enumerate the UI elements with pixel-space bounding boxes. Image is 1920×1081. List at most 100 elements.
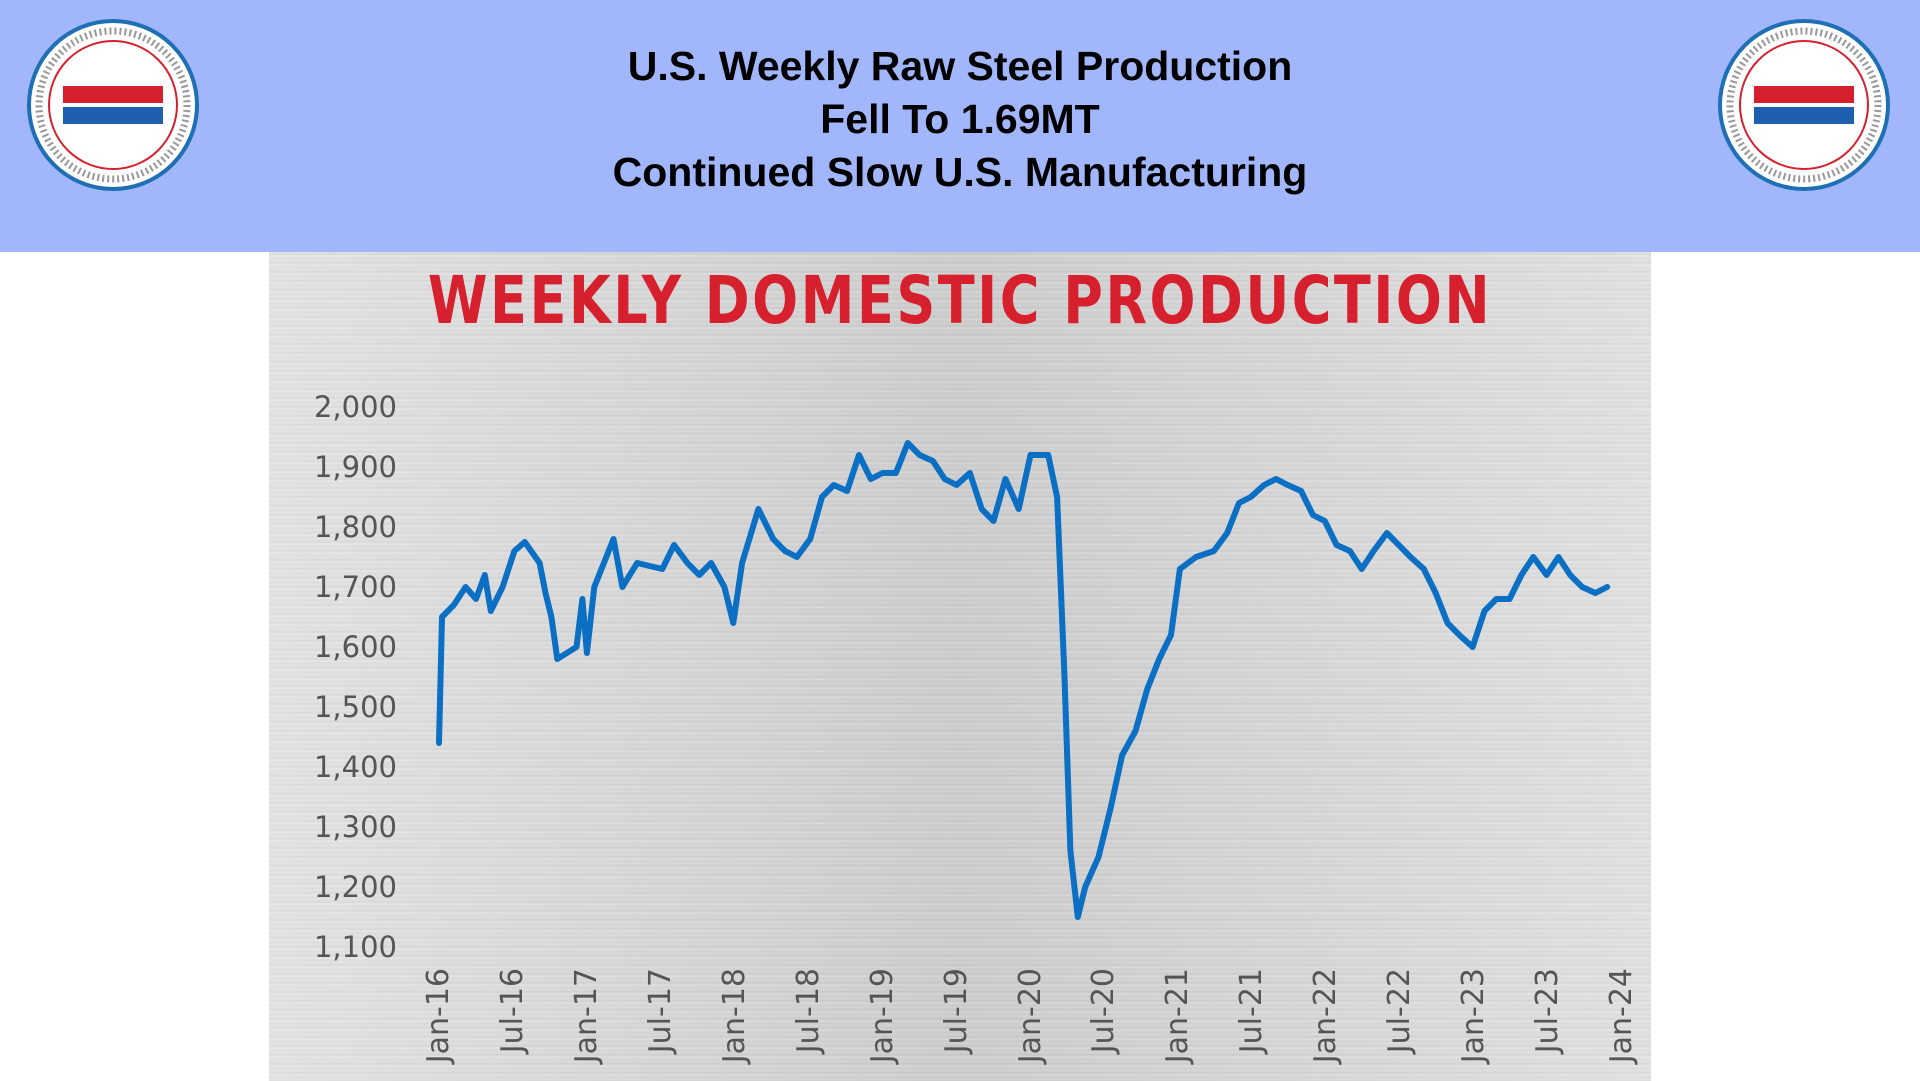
- x-tick-label: Jan-18: [716, 968, 752, 1064]
- data-point: [1398, 544, 1400, 546]
- data-point: [741, 562, 743, 564]
- data-point: [550, 616, 552, 618]
- data-point: [993, 520, 995, 522]
- data-point: [956, 484, 958, 486]
- data-point: [621, 586, 623, 588]
- data-point: [1435, 592, 1437, 594]
- data-point: [1447, 622, 1449, 624]
- data-point: [1423, 568, 1425, 570]
- data-point: [858, 454, 860, 456]
- y-tick-label: 1,800: [314, 510, 397, 544]
- data-point: [1018, 508, 1020, 510]
- data-point: [710, 562, 712, 564]
- x-tick-label: Jul-23: [1530, 968, 1566, 1054]
- y-tick-label: 1,200: [314, 870, 397, 904]
- data-point: [1179, 568, 1181, 570]
- x-tick-label: Jan-16: [421, 968, 456, 1064]
- y-tick-label: 2,000: [314, 390, 397, 424]
- data-point: [969, 472, 971, 474]
- data-point: [1594, 592, 1596, 594]
- data-point: [919, 454, 921, 456]
- data-point: [784, 550, 786, 552]
- data-point: [1361, 568, 1363, 570]
- data-point: [475, 598, 477, 600]
- x-tick-label: Jul-21: [1234, 968, 1270, 1054]
- data-point: [612, 538, 614, 540]
- x-tick-label: Jan-21: [1160, 968, 1196, 1064]
- data-point: [821, 496, 823, 498]
- chart-title: WEEKLY DOMESTIC PRODUCTION: [427, 262, 1493, 339]
- data-point: [907, 442, 909, 444]
- data-point: [732, 622, 734, 624]
- x-tick-label: Jul-17: [642, 968, 678, 1054]
- data-point: [944, 478, 946, 480]
- data-point: [539, 562, 541, 564]
- header-banner: [0, 0, 1920, 252]
- data-point: [1064, 676, 1066, 678]
- data-point: [1324, 520, 1326, 522]
- header-line-2: Fell To 1.69MT: [820, 96, 1100, 142]
- header-line-1: U.S. Weekly Raw Steel Production: [627, 43, 1293, 89]
- data-point: [1336, 544, 1338, 546]
- data-point: [1047, 454, 1049, 456]
- data-point: [1532, 556, 1534, 558]
- data-point: [796, 556, 798, 558]
- data-point: [1056, 496, 1058, 498]
- x-tick-label: Jan-19: [864, 968, 900, 1064]
- data-point: [1275, 478, 1277, 480]
- data-point: [1250, 496, 1252, 498]
- data-point: [895, 472, 897, 474]
- y-tick-label: 1,100: [314, 930, 397, 964]
- data-point: [772, 538, 774, 540]
- data-point: [581, 598, 583, 600]
- x-tick-label: Jul-22: [1382, 968, 1418, 1054]
- data-point: [870, 478, 872, 480]
- data-point: [981, 508, 983, 510]
- data-point: [1386, 532, 1388, 534]
- data-point: [1458, 634, 1460, 636]
- data-point: [1146, 688, 1148, 690]
- y-tick-label: 1,300: [314, 810, 397, 844]
- data-point: [1287, 484, 1289, 486]
- data-point: [1569, 574, 1571, 576]
- x-tick-label: Jul-19: [938, 968, 974, 1054]
- data-point: [1134, 730, 1136, 732]
- data-point: [490, 610, 492, 612]
- data-point: [1098, 856, 1100, 858]
- data-point: [441, 616, 443, 618]
- data-point: [1410, 556, 1412, 558]
- data-point: [1495, 598, 1497, 600]
- data-point: [1349, 550, 1351, 552]
- benlee-logo-right: [1718, 19, 1890, 191]
- data-point: [1195, 556, 1197, 558]
- data-point: [673, 544, 675, 546]
- y-tick-label: 1,500: [314, 690, 397, 724]
- data-point: [1158, 658, 1160, 660]
- data-point: [1581, 586, 1583, 588]
- data-point: [1520, 574, 1522, 576]
- y-tick-label: 1,600: [314, 630, 397, 664]
- data-point: [484, 574, 486, 576]
- data-point: [723, 586, 725, 588]
- data-point: [1226, 532, 1228, 534]
- data-point: [882, 472, 884, 474]
- y-tick-label: 1,900: [314, 450, 397, 484]
- data-point: [1263, 484, 1265, 486]
- benlee-logo-left: [27, 19, 199, 191]
- data-point: [438, 742, 440, 744]
- data-point: [698, 574, 700, 576]
- data-point: [1238, 502, 1240, 504]
- x-tick-label: Jul-16: [494, 968, 530, 1054]
- data-point: [1109, 808, 1111, 810]
- x-tick-label: Jul-18: [790, 968, 826, 1054]
- data-point: [846, 490, 848, 492]
- data-point: [636, 562, 638, 564]
- data-point: [593, 586, 595, 588]
- data-point: [1084, 886, 1086, 888]
- header-line-3: Continued Slow U.S. Manufacturing: [612, 149, 1308, 195]
- data-point: [524, 541, 526, 543]
- data-point: [513, 550, 515, 552]
- x-tick-label: Jan-22: [1308, 968, 1344, 1064]
- x-tick-label: Jan-17: [568, 968, 604, 1064]
